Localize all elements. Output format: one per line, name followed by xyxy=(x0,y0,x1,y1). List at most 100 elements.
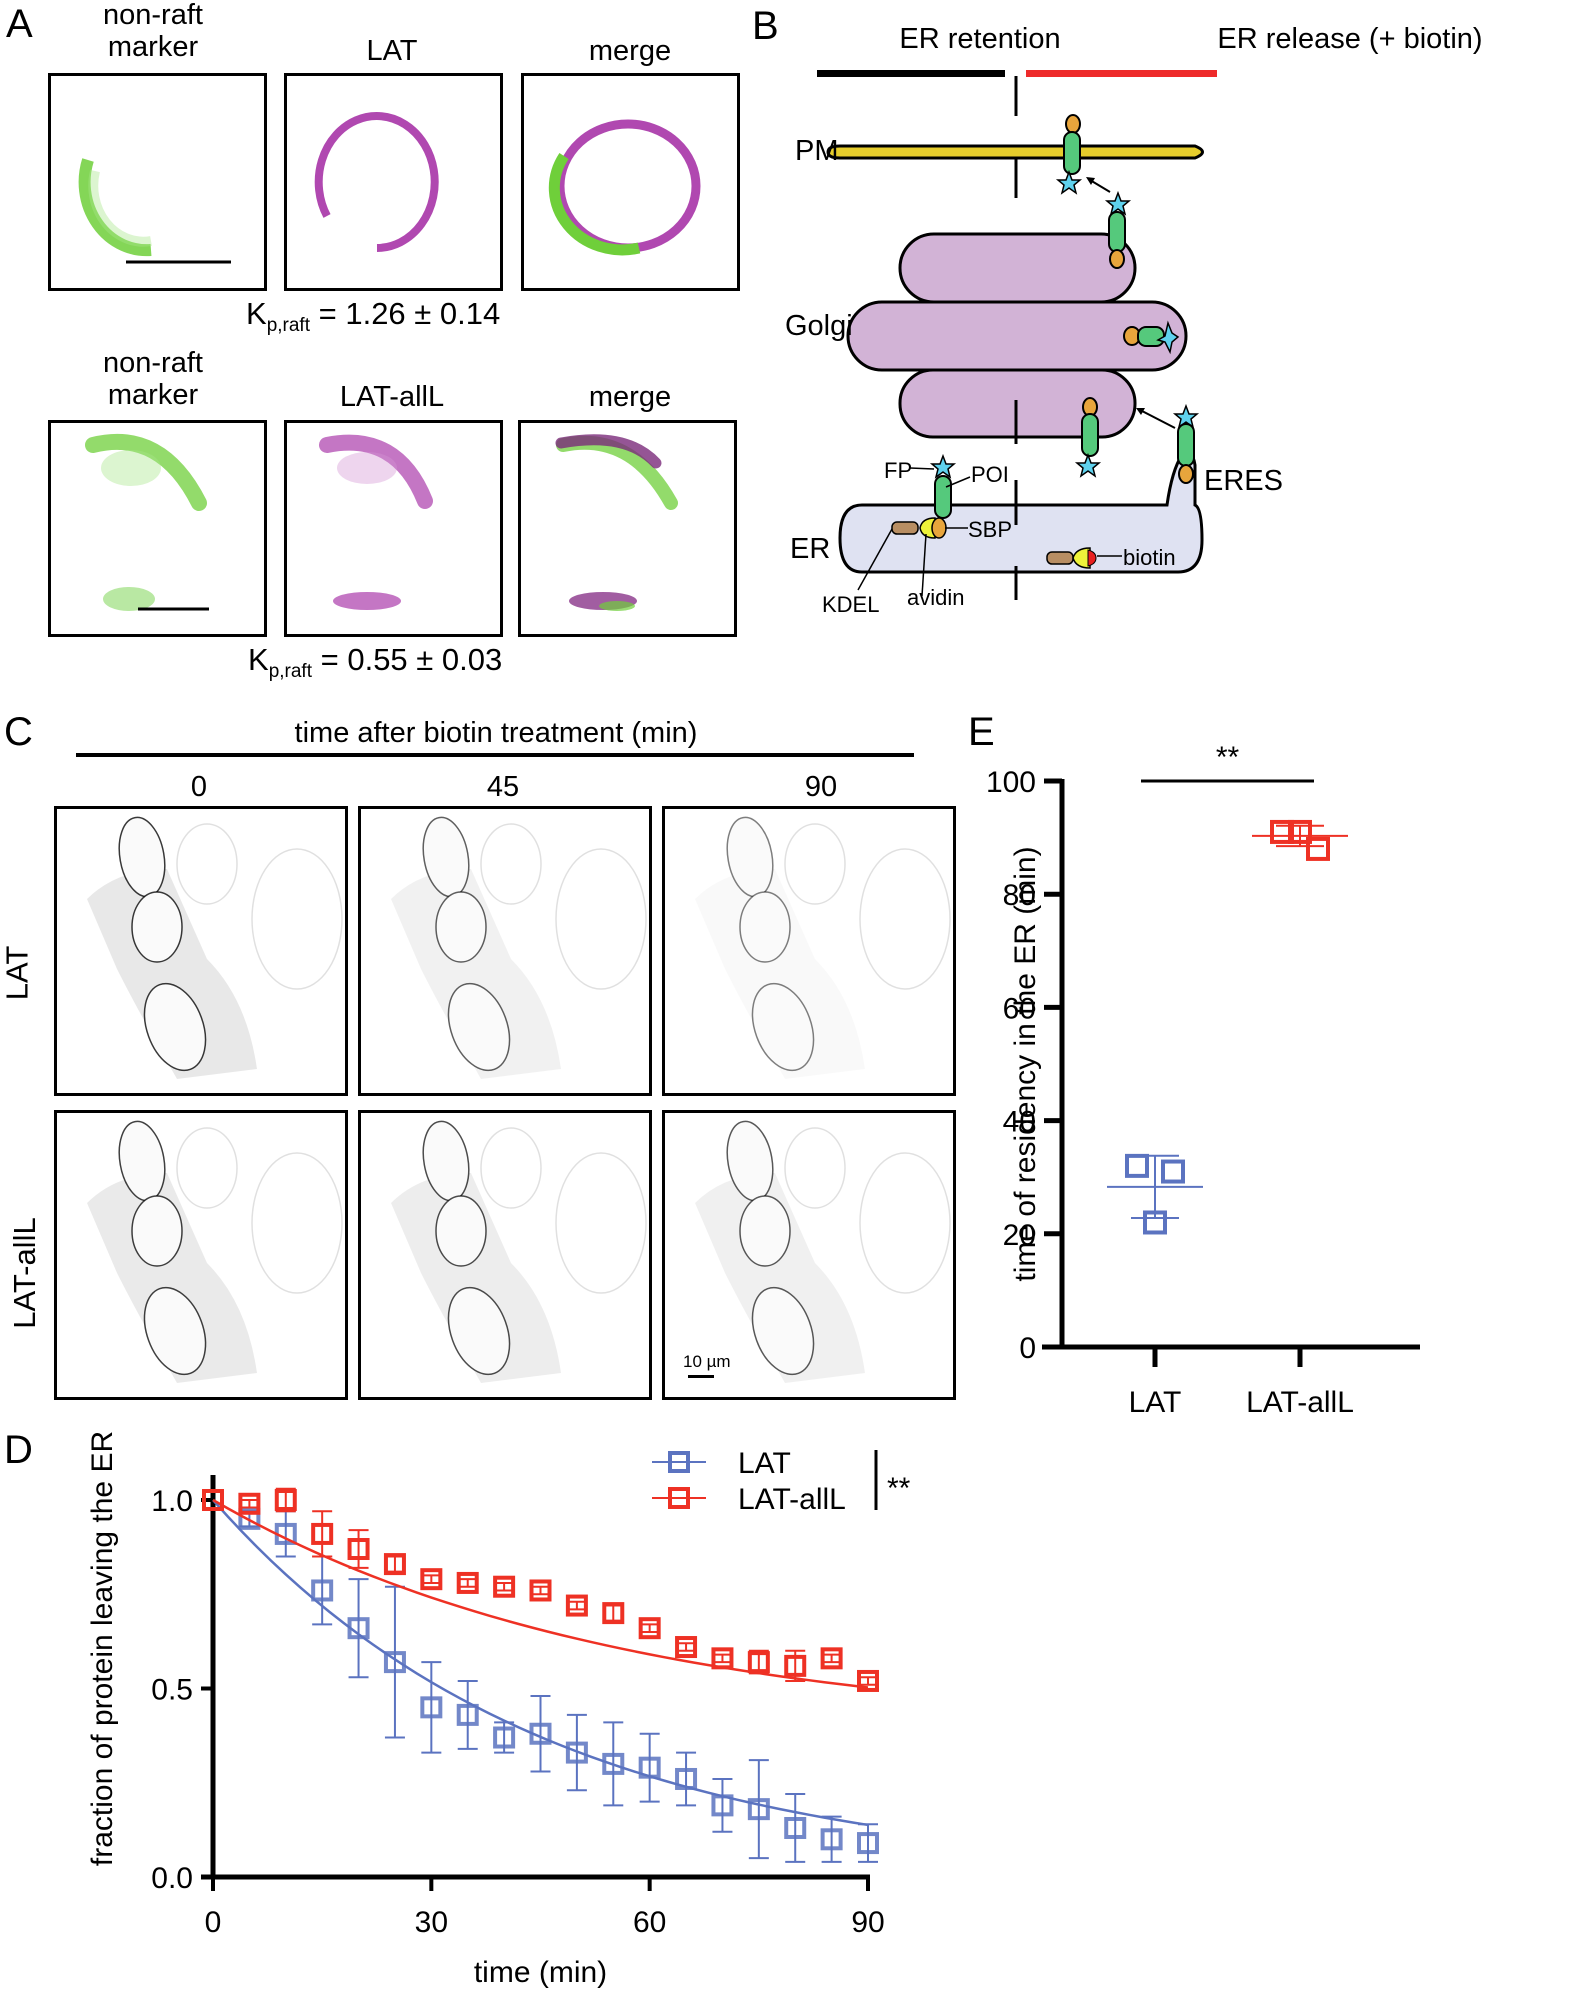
timepoint-45: 45 xyxy=(486,771,520,803)
protein-at-pm xyxy=(1055,114,1083,195)
kp-value: = 0.55 ± 0.03 xyxy=(320,642,503,677)
panel-a-row1-header-merge: merge xyxy=(588,35,672,67)
x-tick-label: 60 xyxy=(633,1906,666,1939)
y-tick-label: 80 xyxy=(1003,879,1036,912)
legend-label: LAT xyxy=(738,1447,791,1480)
panel-c-title: time after biotin treatment (min) xyxy=(294,717,698,749)
data-point-lat-alll xyxy=(857,1669,879,1692)
row-label-lat-wrap: LAT xyxy=(0,946,42,1001)
data-point-lat xyxy=(311,1579,334,1602)
merge-ring xyxy=(548,119,701,256)
panel-a-row1-header-lat: LAT xyxy=(366,35,418,67)
scale-bar-label: 10 µm xyxy=(683,1352,731,1371)
y-tick-label: 0 xyxy=(1019,1332,1036,1365)
panel-e-letter: E xyxy=(968,710,995,754)
retention-bar xyxy=(817,70,1005,77)
legend-marker xyxy=(668,1451,690,1473)
timepoint-90: 90 xyxy=(804,771,838,803)
data-point-lat-alll xyxy=(675,1636,698,1659)
micrograph-lat-alll-t0 xyxy=(54,1110,348,1400)
data-point-lat xyxy=(456,1703,479,1726)
panel-a-row1-header-nonraft: non-raft marker xyxy=(48,0,258,64)
lat-alll-crescent xyxy=(319,434,433,610)
micrograph-merge xyxy=(521,73,740,291)
y-tick-label: 60 xyxy=(1003,992,1036,1025)
label-sbp: SBP xyxy=(968,517,1012,542)
legend-marker xyxy=(668,1487,690,1509)
nonraft-crescent xyxy=(85,433,209,611)
protein-golgi-bottom xyxy=(1074,397,1102,478)
chart-e: 0 20 40 60 80 100 LAT LAT-allL time of residency… xyxy=(986,741,1420,1419)
data-point-lat xyxy=(565,1741,588,1764)
label-fp: FP xyxy=(884,458,912,483)
panel-d-letter: D xyxy=(4,1428,33,1472)
micrograph-lat xyxy=(284,73,503,291)
plasma-membrane xyxy=(826,144,1204,160)
legend-label: LAT-allL xyxy=(738,1483,846,1516)
data-point-lat-alll xyxy=(1306,836,1330,861)
micrograph-nonraft-marker xyxy=(48,73,267,291)
panel-c-title-rule xyxy=(76,753,914,757)
data-point-lat xyxy=(347,1617,370,1640)
label-biotin: biotin xyxy=(1123,545,1176,570)
arrow-to-pm xyxy=(1089,179,1111,193)
data-point-lat-alll xyxy=(456,1571,479,1594)
micrograph-nonraft-marker-2 xyxy=(48,420,267,637)
data-point-lat xyxy=(1125,1153,1149,1178)
arrow-to-golgi xyxy=(1139,409,1176,429)
merge-crescent xyxy=(555,434,678,611)
micrograph-lat-t90 xyxy=(662,806,956,1096)
data-point-lat xyxy=(420,1696,443,1719)
kdel-avidin-biotin xyxy=(1046,547,1097,569)
y-axis-label: time of residency in the ER (min) xyxy=(1009,846,1042,1281)
label-er: ER xyxy=(790,533,830,565)
data-point-lat xyxy=(493,1726,516,1749)
data-point-lat xyxy=(638,1756,661,1779)
significance-stars: ** xyxy=(1216,741,1240,774)
panel-a-row2-header-nonraft: non-raft marker xyxy=(48,347,258,412)
micrograph-lat-alll xyxy=(284,420,503,637)
kp-sub: p,raft xyxy=(268,661,312,683)
kp-sub: p,raft xyxy=(266,315,310,337)
panel-a-row2-header-merge: merge xyxy=(588,381,672,413)
micrograph-lat-alll-t45 xyxy=(358,1110,652,1400)
micrograph-lat-t45 xyxy=(358,806,652,1096)
data-point-lat-alll xyxy=(274,1489,297,1511)
lat-ring xyxy=(314,112,439,252)
data-point-lat-alll xyxy=(747,1651,770,1674)
y-tick-label: 1.0 xyxy=(151,1485,193,1518)
protein-golgi-exit xyxy=(1104,190,1132,269)
data-point-lat xyxy=(238,1507,261,1530)
x-tick-label: 30 xyxy=(415,1906,448,1939)
y-tick-label: 0.5 xyxy=(151,1674,193,1707)
label-kdel: KDEL xyxy=(822,592,879,617)
er-retention-header: ER retention xyxy=(899,23,1061,55)
label-poi: POI xyxy=(971,462,1009,487)
data-point-lat xyxy=(857,1832,879,1855)
er-release-header: ER release (+ biotin) xyxy=(1217,23,1483,55)
micrograph-lat-alll-t90 xyxy=(662,1110,956,1400)
data-point-lat xyxy=(711,1794,734,1817)
label-avidin: avidin xyxy=(907,585,964,610)
x-tick-label: LAT xyxy=(1129,1386,1182,1419)
y-tick-label: 100 xyxy=(986,766,1036,799)
x-axis-label: time (min) xyxy=(474,1956,607,1989)
header-line1: non-raft xyxy=(103,347,203,379)
data-point-lat xyxy=(784,1816,807,1839)
kp-raft-lat-alll: Kp,raft = 0.55 ± 0.03 xyxy=(248,642,502,683)
protein-golgi-middle xyxy=(1123,320,1180,355)
x-tick-label: 90 xyxy=(851,1906,884,1939)
label-pm: PM xyxy=(795,135,839,167)
data-point-lat-alll xyxy=(238,1492,261,1515)
data-point-lat-alll xyxy=(383,1553,406,1576)
data-point-lat-alll xyxy=(493,1575,516,1598)
data-point-lat-alll xyxy=(602,1602,625,1625)
golgi-cisterna-1 xyxy=(898,232,1137,304)
data-point-lat-alll xyxy=(565,1594,588,1617)
timepoint-0: 0 xyxy=(190,771,208,803)
panel-b-letter: B xyxy=(752,4,779,48)
y-axis-label: fraction of protein leaving the ER xyxy=(86,1431,119,1866)
panel-a-letter: A xyxy=(6,2,33,46)
data-point-lat xyxy=(529,1722,552,1745)
row-label-lat: LAT xyxy=(0,945,35,1001)
